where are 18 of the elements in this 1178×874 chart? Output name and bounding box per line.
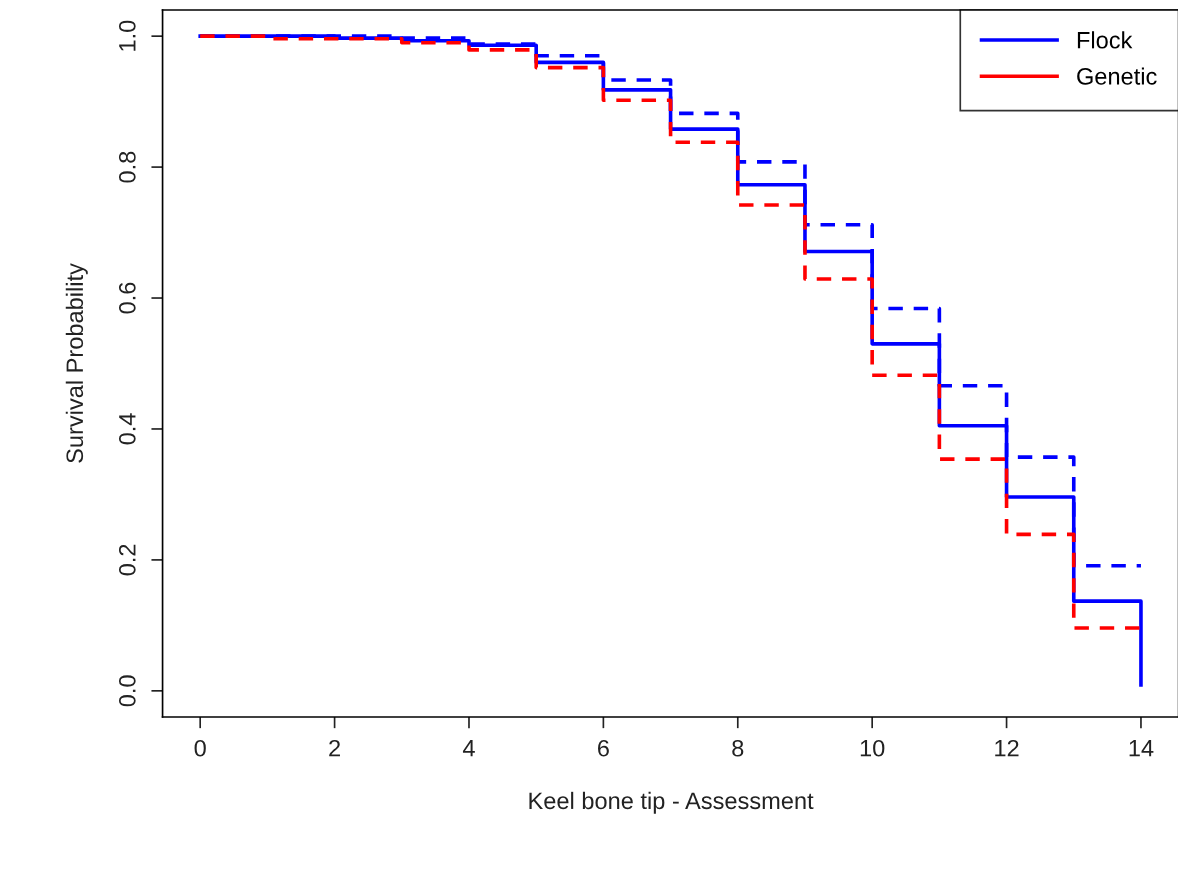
x-tick-label: 8 xyxy=(732,739,744,757)
x-tick-label: 2 xyxy=(329,739,340,757)
x-tick-label: 14 xyxy=(1129,740,1154,757)
y-tick-label: 0.8 xyxy=(118,151,136,183)
x-tick-label: 6 xyxy=(598,739,609,757)
x-tick-label: 10 xyxy=(860,739,885,757)
y-tick-label: 1.0 xyxy=(118,20,136,51)
y-tick-label: 0.4 xyxy=(118,413,136,445)
x-axis-title: Keel bone tip - Assessment xyxy=(529,791,814,814)
legend-label: Flock xyxy=(1077,31,1133,49)
y-axis-title: Survival Probability xyxy=(65,263,88,463)
legend-label: Genetic xyxy=(1077,67,1157,85)
y-tick-label: 0.0 xyxy=(118,675,136,707)
y-tick-label: 0.2 xyxy=(118,544,136,576)
y-tick-label: 0.6 xyxy=(118,282,136,314)
x-tick-label: 4 xyxy=(462,740,475,757)
x-tick-label: 0 xyxy=(194,739,206,757)
x-tick-label: 12 xyxy=(995,739,1019,757)
